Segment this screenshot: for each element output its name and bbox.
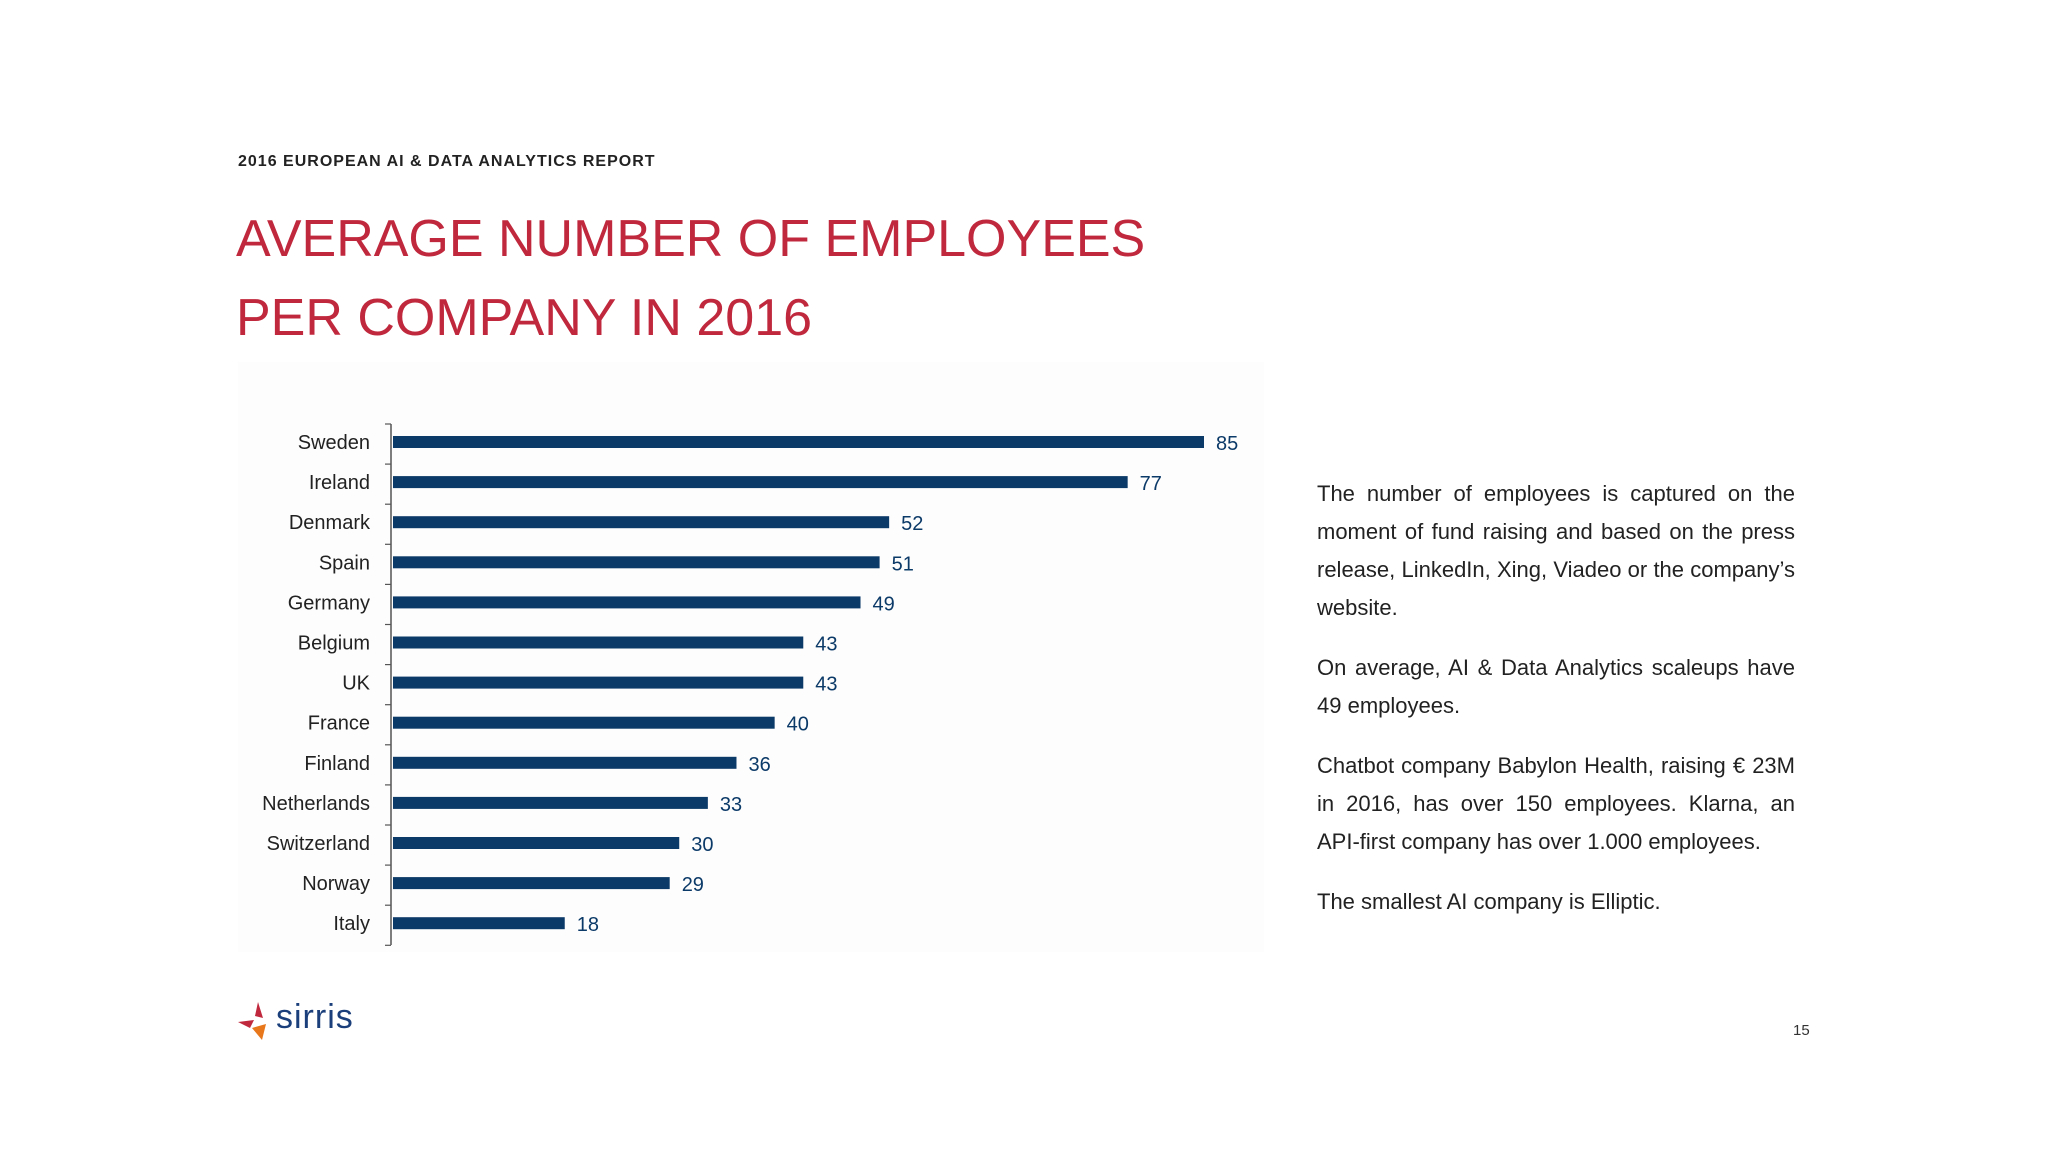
- category-label: Ireland: [309, 472, 370, 494]
- value-label: 85: [1216, 433, 1238, 455]
- title-line-1: AVERAGE NUMBER OF EMPLOYEES: [236, 210, 1146, 268]
- sirris-logo: sirris: [236, 996, 376, 1044]
- value-label: 18: [577, 914, 599, 936]
- category-label: Belgium: [298, 633, 370, 655]
- bar: [393, 837, 680, 849]
- value-label: 49: [873, 593, 895, 615]
- bar: [393, 716, 775, 729]
- logo-text: sirris: [276, 998, 354, 1036]
- value-label: 43: [815, 674, 837, 696]
- bar: [393, 436, 1204, 448]
- description-paragraph-2: On average, AI & Data Analytics scaleups…: [1317, 655, 1795, 718]
- category-label: Italy: [333, 913, 370, 935]
- value-label: 77: [1140, 473, 1162, 495]
- bar: [393, 556, 880, 569]
- category-label: Sweden: [298, 432, 370, 454]
- category-label: Netherlands: [262, 793, 370, 815]
- category-label: Denmark: [289, 512, 371, 534]
- bar: [393, 796, 708, 809]
- value-label: 51: [892, 553, 914, 575]
- category-label: Switzerland: [267, 833, 370, 855]
- description-panel: The number of employees is captured on t…: [1317, 475, 1795, 943]
- category-label: UK: [342, 673, 370, 695]
- value-label: 29: [682, 874, 704, 896]
- value-label: 33: [720, 794, 742, 816]
- category-label: Spain: [319, 552, 370, 574]
- bar: [393, 917, 565, 930]
- bar: [393, 476, 1128, 489]
- bar: [393, 516, 890, 529]
- category-label: Norway: [302, 873, 370, 895]
- bar: [393, 596, 861, 609]
- chart-panel: Sweden 85 Ireland 77 Denmark 52 Spain 51 Germany…: [238, 362, 1264, 952]
- report-label: 2016 EUROPEAN AI & DATA ANALYTICS REPORT: [238, 153, 656, 170]
- value-label: 52: [901, 513, 923, 535]
- value-label: 30: [691, 834, 713, 856]
- value-label: 36: [748, 754, 770, 776]
- bar: [393, 676, 804, 689]
- category-label: France: [308, 713, 370, 735]
- category-label: Germany: [288, 592, 370, 614]
- description-paragraph-4: The smallest AI company is Elliptic.: [1317, 889, 1661, 914]
- description-paragraph-3: Chatbot company Babylon Health, raising …: [1317, 753, 1795, 854]
- page-title: AVERAGE NUMBER OF EMPLOYEES PER COMPANY …: [236, 200, 1145, 358]
- bar: [393, 877, 670, 890]
- bar: [393, 756, 737, 769]
- sirris-logo-icon: [238, 1002, 266, 1040]
- employees-bar-chart: Sweden 85 Ireland 77 Denmark 52 Spain 51 Germany…: [262, 423, 1238, 946]
- category-label: Finland: [304, 753, 370, 775]
- title-line-2: PER COMPANY IN 2016: [236, 289, 813, 347]
- value-label: 40: [787, 714, 809, 736]
- bar: [393, 636, 804, 649]
- description-paragraph-1: The number of employees is captured on t…: [1317, 481, 1795, 620]
- page-number: 15: [1793, 1022, 1810, 1039]
- value-label: 43: [815, 634, 837, 656]
